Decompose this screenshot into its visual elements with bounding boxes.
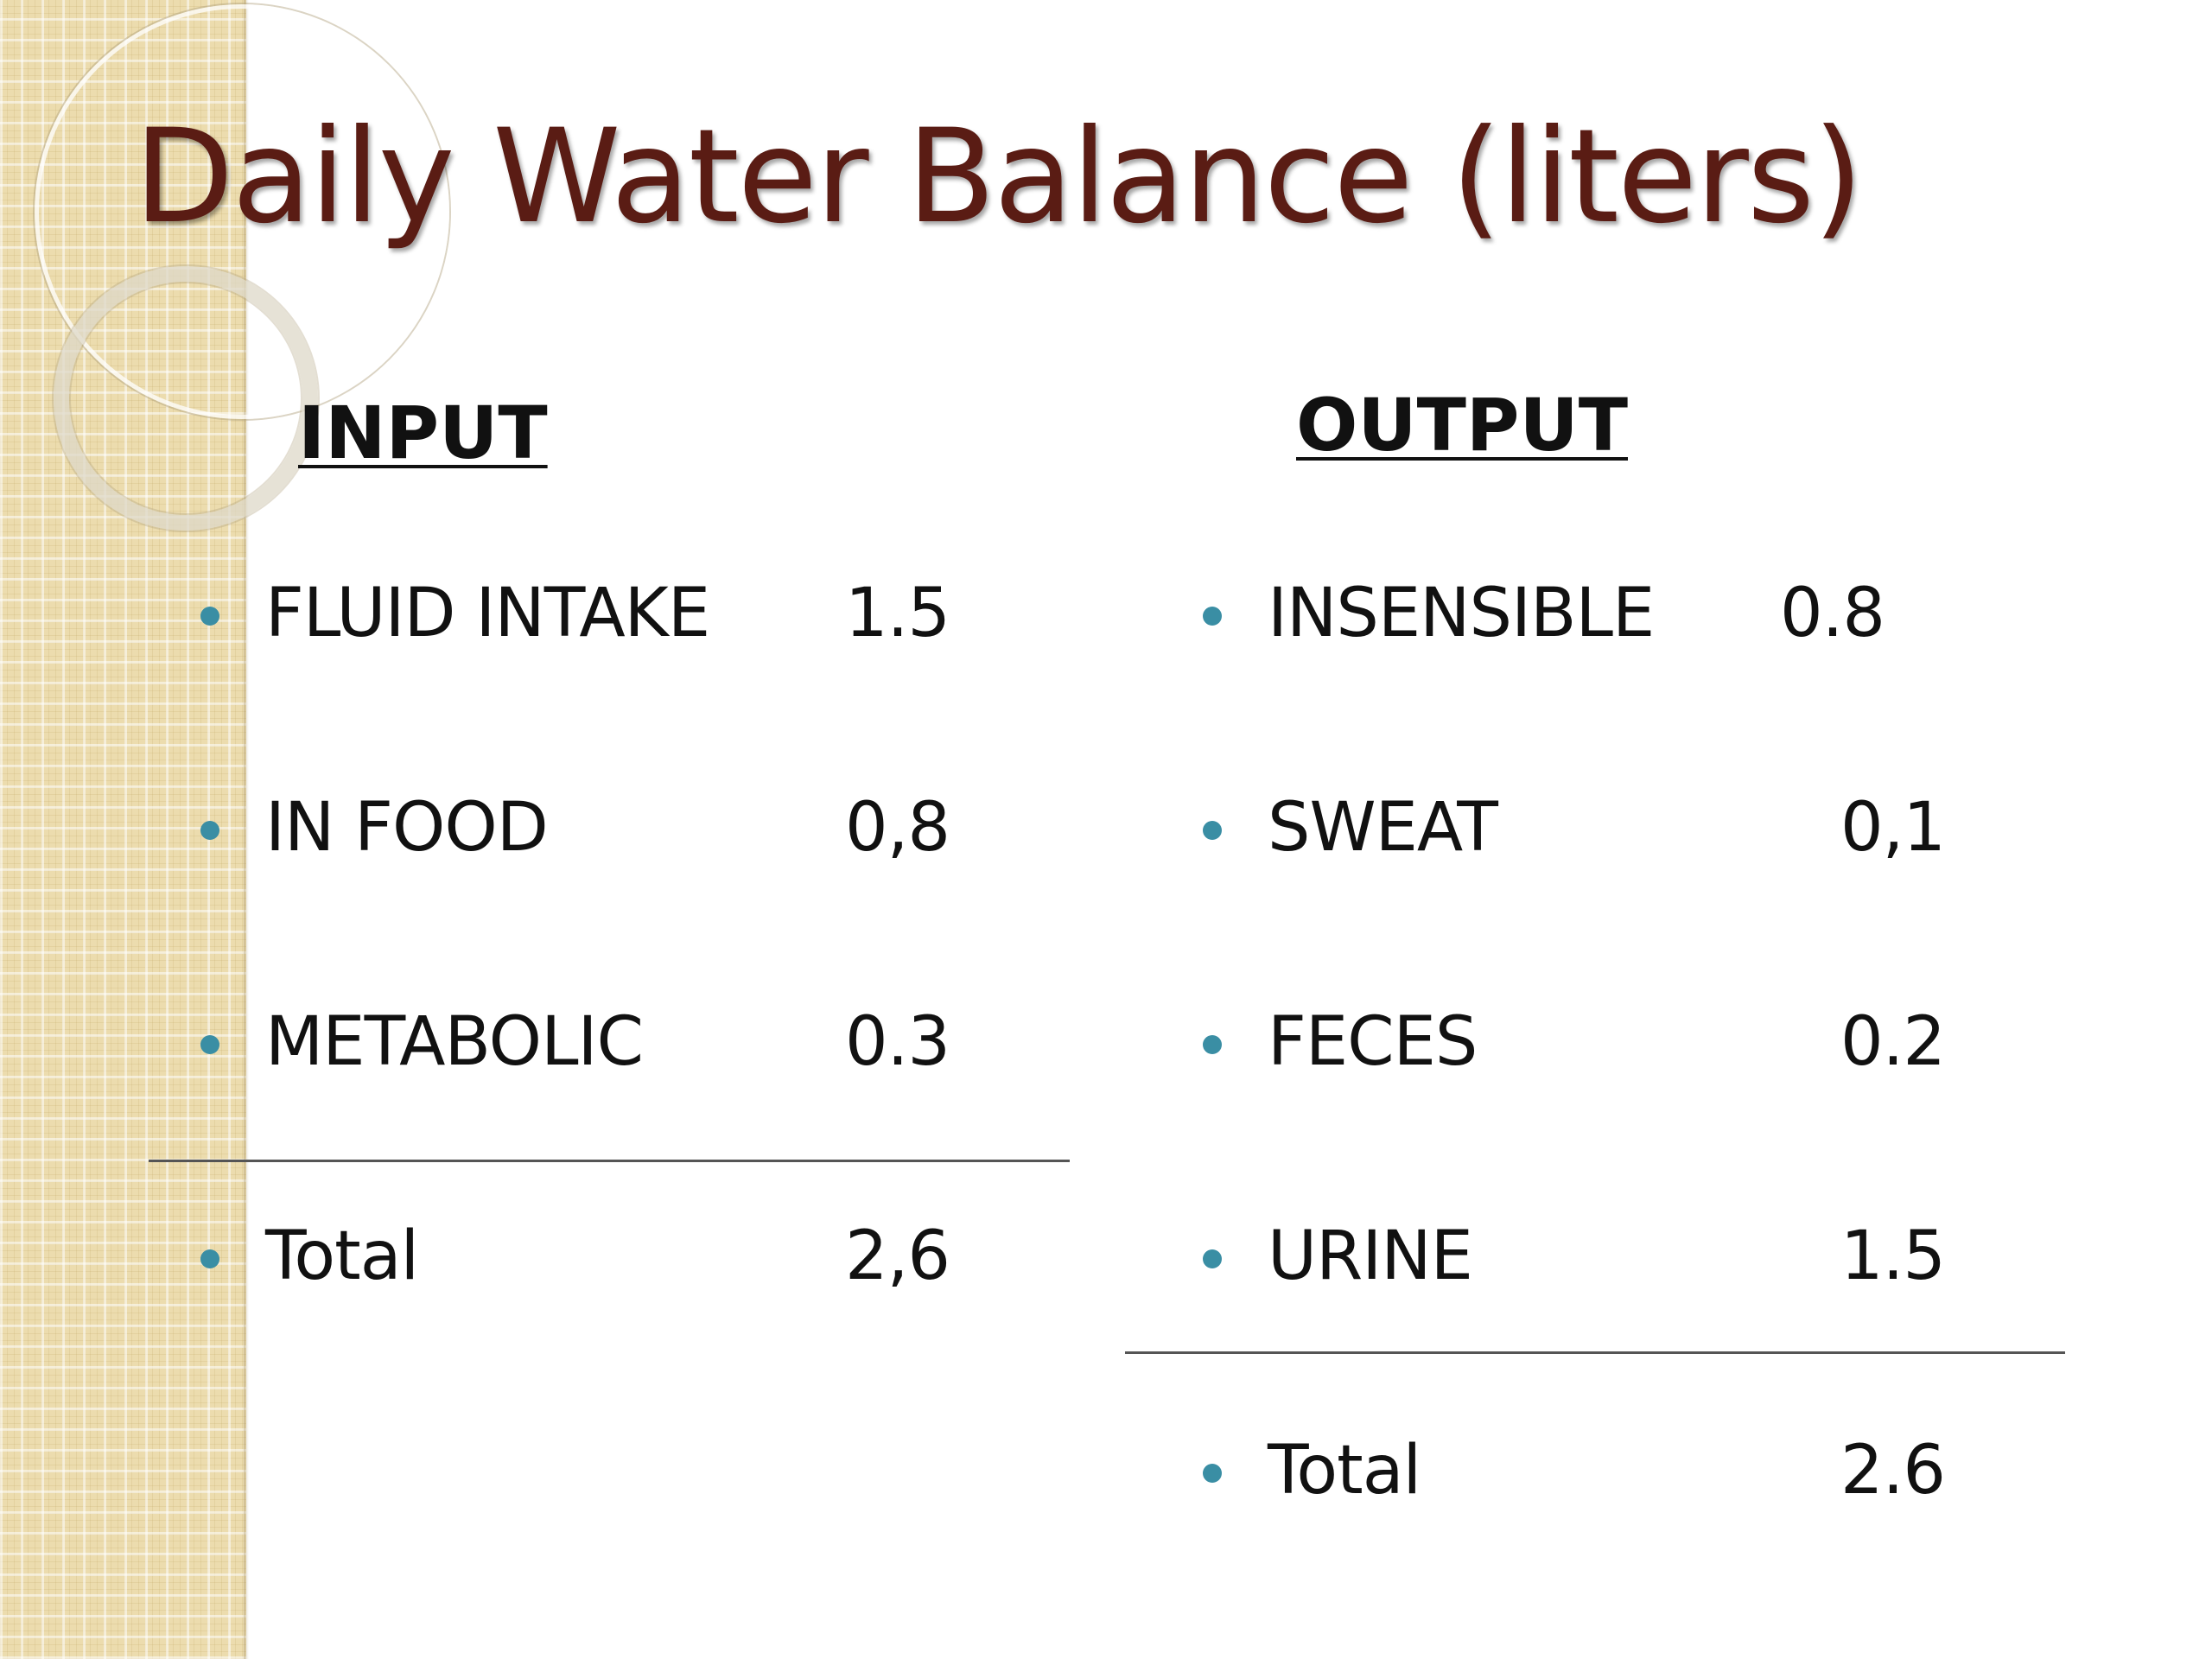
input-total-divider <box>149 1160 1070 1162</box>
bullet-icon <box>1203 1464 1222 1483</box>
output-item-label: URINE <box>1268 1217 1473 1295</box>
output-item-value: 0.8 <box>1780 575 1885 652</box>
input-item-value: 0,8 <box>845 789 950 867</box>
decorative-small-ring <box>54 266 318 531</box>
output-total-value: 2.6 <box>1840 1432 1946 1510</box>
input-row-fluid-intake: FLUID INTAKE 1.5 <box>200 570 961 657</box>
output-item-value: 0,1 <box>1840 789 1946 867</box>
input-item-value: 1.5 <box>845 575 950 652</box>
output-total-label: Total <box>1268 1432 1421 1510</box>
output-row-urine: URINE 1.5 <box>1203 1213 1963 1300</box>
output-row-insensible: INSENSIBLE 0.8 <box>1203 570 1963 657</box>
input-item-label: METABOLIC <box>265 1003 644 1081</box>
bullet-icon <box>200 1249 219 1268</box>
side-band-edge <box>244 0 249 1659</box>
bullet-icon <box>1203 821 1222 840</box>
input-row-metabolic: METABOLIC 0.3 <box>200 999 961 1085</box>
input-item-label: IN FOOD <box>265 789 549 867</box>
output-item-value: 0.2 <box>1840 1003 1946 1081</box>
output-row-feces: FECES 0.2 <box>1203 999 1963 1085</box>
input-heading: INPUT <box>298 391 548 475</box>
output-row-total: Total 2.6 <box>1203 1427 1963 1514</box>
output-item-label: SWEAT <box>1268 789 1498 867</box>
bullet-icon <box>1203 1035 1222 1054</box>
bullet-icon <box>200 821 219 840</box>
bullet-icon <box>200 607 219 626</box>
slide-title: Daily Water Balance (liters) <box>134 102 1864 252</box>
output-item-value: 1.5 <box>1840 1217 1946 1295</box>
bullet-icon <box>1203 1249 1222 1268</box>
input-total-label: Total <box>265 1217 419 1295</box>
bullet-icon <box>200 1035 219 1054</box>
bullet-icon <box>1203 607 1222 626</box>
input-row-in-food: IN FOOD 0,8 <box>200 785 961 871</box>
output-heading: OUTPUT <box>1296 383 1628 467</box>
input-item-value: 0.3 <box>845 1003 950 1081</box>
output-item-label: FECES <box>1268 1003 1478 1081</box>
output-item-label: INSENSIBLE <box>1268 575 1655 652</box>
input-total-value: 2,6 <box>845 1217 950 1295</box>
input-item-label: FLUID INTAKE <box>265 575 710 652</box>
output-row-sweat: SWEAT 0,1 <box>1203 785 1963 871</box>
input-row-total: Total 2,6 <box>200 1213 961 1300</box>
output-total-divider <box>1125 1351 2065 1354</box>
